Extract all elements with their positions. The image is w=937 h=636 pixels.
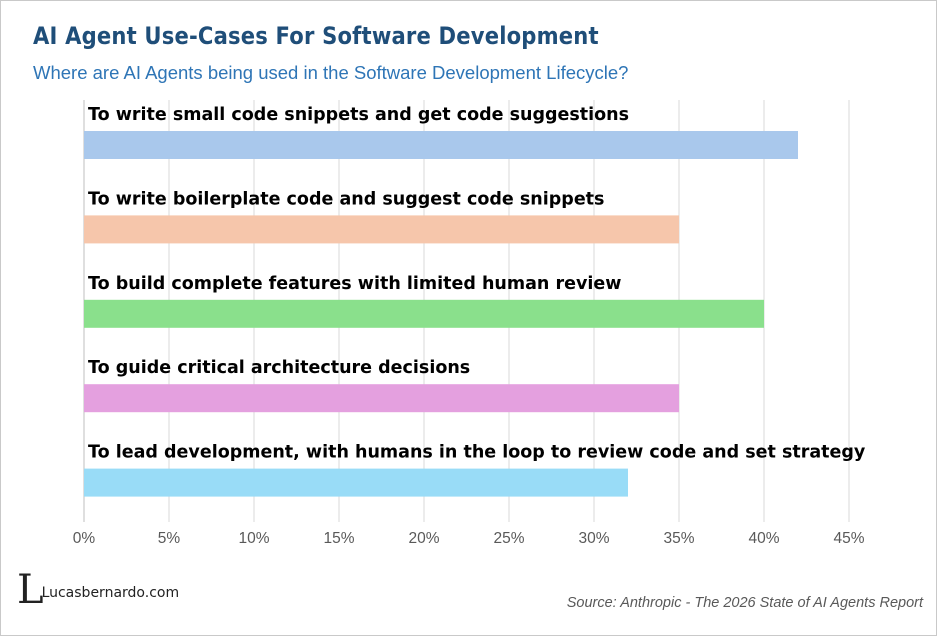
bar bbox=[84, 299, 764, 328]
x-tick-label: 10% bbox=[238, 530, 269, 547]
x-tick-label: 40% bbox=[748, 530, 779, 547]
category-label: To lead development, with humans in the … bbox=[88, 443, 866, 463]
bar bbox=[84, 215, 679, 244]
category-label: To write boilerplate code and suggest co… bbox=[88, 189, 604, 209]
bar bbox=[84, 384, 679, 413]
category-label: To build complete features with limited … bbox=[88, 274, 621, 294]
bar bbox=[84, 468, 628, 497]
x-tick-label: 45% bbox=[833, 530, 864, 547]
x-tick-label: 25% bbox=[493, 530, 524, 547]
x-tick-label: 35% bbox=[663, 530, 694, 547]
chart-title: AI Agent Use-Cases For Software Developm… bbox=[33, 22, 599, 50]
logo-mark: L bbox=[17, 567, 44, 613]
brand-logo: L Lucasbernardo.com bbox=[17, 570, 179, 610]
bar bbox=[84, 131, 798, 159]
x-tick-label: 30% bbox=[578, 530, 609, 547]
chart-subtitle: Where are AI Agents being used in the So… bbox=[33, 62, 629, 83]
category-label: To write small code snippets and get cod… bbox=[88, 105, 629, 125]
x-tick-label: 15% bbox=[323, 530, 354, 547]
category-label: To guide critical architecture decisions bbox=[88, 358, 470, 378]
logo-text: Lucasbernardo.com bbox=[41, 585, 180, 601]
x-tick-label: 5% bbox=[158, 530, 181, 547]
x-tick-label: 20% bbox=[408, 530, 439, 547]
source-note: Source: Anthropic - The 2026 State of AI… bbox=[566, 595, 923, 611]
x-tick-label: 0% bbox=[73, 530, 96, 547]
